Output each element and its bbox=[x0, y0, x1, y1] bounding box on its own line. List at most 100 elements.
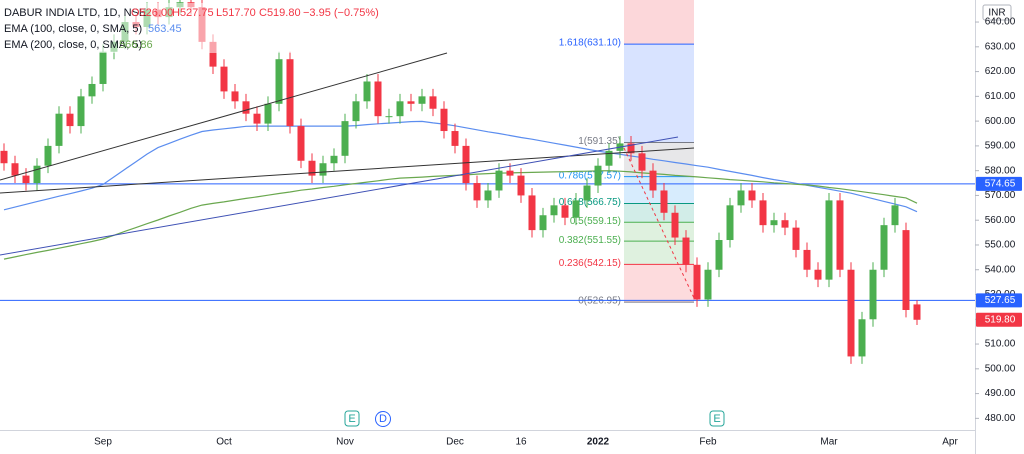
candle-body bbox=[429, 96, 437, 109]
candle-body bbox=[781, 220, 789, 228]
fib-label: 0(526.95) bbox=[578, 296, 621, 307]
candle-body bbox=[66, 113, 74, 127]
y-tick-label: 620.00 bbox=[985, 66, 1016, 77]
candle-body bbox=[99, 51, 107, 84]
candle-body bbox=[847, 269, 855, 357]
x-tick-label: Dec bbox=[446, 437, 464, 448]
event-markers: E D E bbox=[344, 410, 725, 427]
event-label: D bbox=[379, 413, 387, 425]
x-tick-label: Oct bbox=[216, 437, 232, 448]
candle-body bbox=[308, 160, 316, 176]
y-tick-label: 550.00 bbox=[985, 240, 1016, 251]
ohlc-close: C519.80 bbox=[259, 7, 301, 19]
x-tick-label: 2022 bbox=[587, 437, 610, 448]
fib-label: 1(591.35) bbox=[578, 136, 621, 147]
candle-body bbox=[319, 163, 327, 176]
fib-label: 0.618(566.75) bbox=[559, 197, 621, 208]
candle-body bbox=[726, 205, 734, 241]
candle-body bbox=[803, 249, 811, 270]
fib-zone bbox=[624, 44, 694, 143]
candle-body bbox=[440, 108, 448, 132]
candle-body bbox=[77, 96, 85, 127]
candle-body bbox=[22, 175, 30, 184]
candle-body bbox=[264, 103, 272, 124]
currency[interactable]: INR bbox=[988, 8, 1005, 19]
trend-line bbox=[0, 136, 679, 256]
currency-box[interactable] bbox=[982, 4, 1012, 21]
candle-body bbox=[341, 121, 349, 156]
candle-body bbox=[297, 126, 305, 161]
candle-body bbox=[363, 81, 371, 102]
event-badge[interactable] bbox=[709, 410, 725, 427]
candle-body bbox=[704, 269, 712, 300]
candle-body bbox=[550, 205, 558, 216]
y-tick-label: 630.00 bbox=[985, 41, 1016, 52]
legend-name: EMA (100, close, 0, SMA, 5) bbox=[4, 23, 142, 35]
event-badge[interactable] bbox=[375, 411, 391, 427]
fib-zone bbox=[624, 0, 694, 45]
symbol-title: DABUR INDIA LTD, 1D, NSE bbox=[4, 7, 146, 19]
y-tick-label: 580.00 bbox=[985, 165, 1016, 176]
fib-label: 1.618(631.10) bbox=[559, 38, 621, 49]
y-tick-label: 640.00 bbox=[985, 17, 1016, 28]
y-tick-label: 600.00 bbox=[985, 116, 1016, 127]
ema-line bbox=[3, 120, 918, 213]
candle-body bbox=[506, 170, 514, 176]
y-tick-label: 490.00 bbox=[985, 388, 1016, 399]
event-badge[interactable] bbox=[344, 410, 360, 427]
event-label: E bbox=[348, 413, 355, 425]
candle-body bbox=[385, 116, 393, 118]
candle-body bbox=[231, 91, 239, 102]
fib-zone bbox=[624, 176, 694, 204]
candle-body bbox=[473, 183, 481, 201]
candle-body bbox=[374, 81, 382, 117]
fib-label: 0.236(542.15) bbox=[559, 258, 621, 269]
candle-body bbox=[561, 205, 569, 218]
candle-body bbox=[858, 319, 866, 357]
candle-body bbox=[770, 220, 778, 226]
candle-body bbox=[44, 145, 52, 166]
change: −3.95 (−0.75%) bbox=[303, 7, 379, 19]
price-label-box bbox=[976, 176, 1022, 191]
candle-body bbox=[495, 170, 503, 191]
candle-body bbox=[880, 225, 888, 270]
event-label: E bbox=[713, 413, 720, 425]
x-tick-label: Nov bbox=[336, 437, 354, 448]
candle-body bbox=[715, 240, 723, 270]
candle-body bbox=[11, 163, 19, 176]
candle-body bbox=[220, 66, 228, 92]
candle-body bbox=[539, 215, 547, 231]
candle-body bbox=[352, 101, 360, 122]
candle-body bbox=[88, 83, 96, 97]
candle-body bbox=[891, 205, 899, 226]
candle-body bbox=[627, 143, 635, 154]
x-tick-label: Mar bbox=[820, 437, 838, 448]
candle-body bbox=[517, 175, 525, 196]
candle-body bbox=[671, 212, 679, 238]
candle-body bbox=[913, 304, 921, 320]
candle-body bbox=[484, 190, 492, 201]
candle-body bbox=[209, 41, 217, 67]
candle-body bbox=[583, 185, 591, 201]
x-tick-label: Apr bbox=[942, 437, 958, 448]
candle-body bbox=[649, 170, 657, 191]
ohlc-open: O526.00 bbox=[131, 7, 173, 19]
candle-body bbox=[418, 96, 426, 104]
candle-body bbox=[528, 195, 536, 231]
candle-body bbox=[0, 150, 8, 164]
candle-body bbox=[660, 190, 668, 213]
candle-body bbox=[330, 155, 338, 164]
trend-line bbox=[0, 52, 448, 181]
fib-label: 0.786(577.57) bbox=[559, 170, 621, 181]
candle-body bbox=[407, 101, 415, 104]
ohlc-low: L517.70 bbox=[216, 7, 256, 19]
legend-value: 563.45 bbox=[148, 23, 182, 35]
candle-body bbox=[253, 113, 261, 124]
legend-value: 566.86 bbox=[119, 39, 153, 51]
x-tick-label: 16 bbox=[515, 437, 527, 448]
candle-body bbox=[902, 230, 910, 310]
candle-body bbox=[737, 190, 745, 206]
price-label: 574.65 bbox=[985, 179, 1016, 190]
candle-body bbox=[594, 165, 602, 186]
